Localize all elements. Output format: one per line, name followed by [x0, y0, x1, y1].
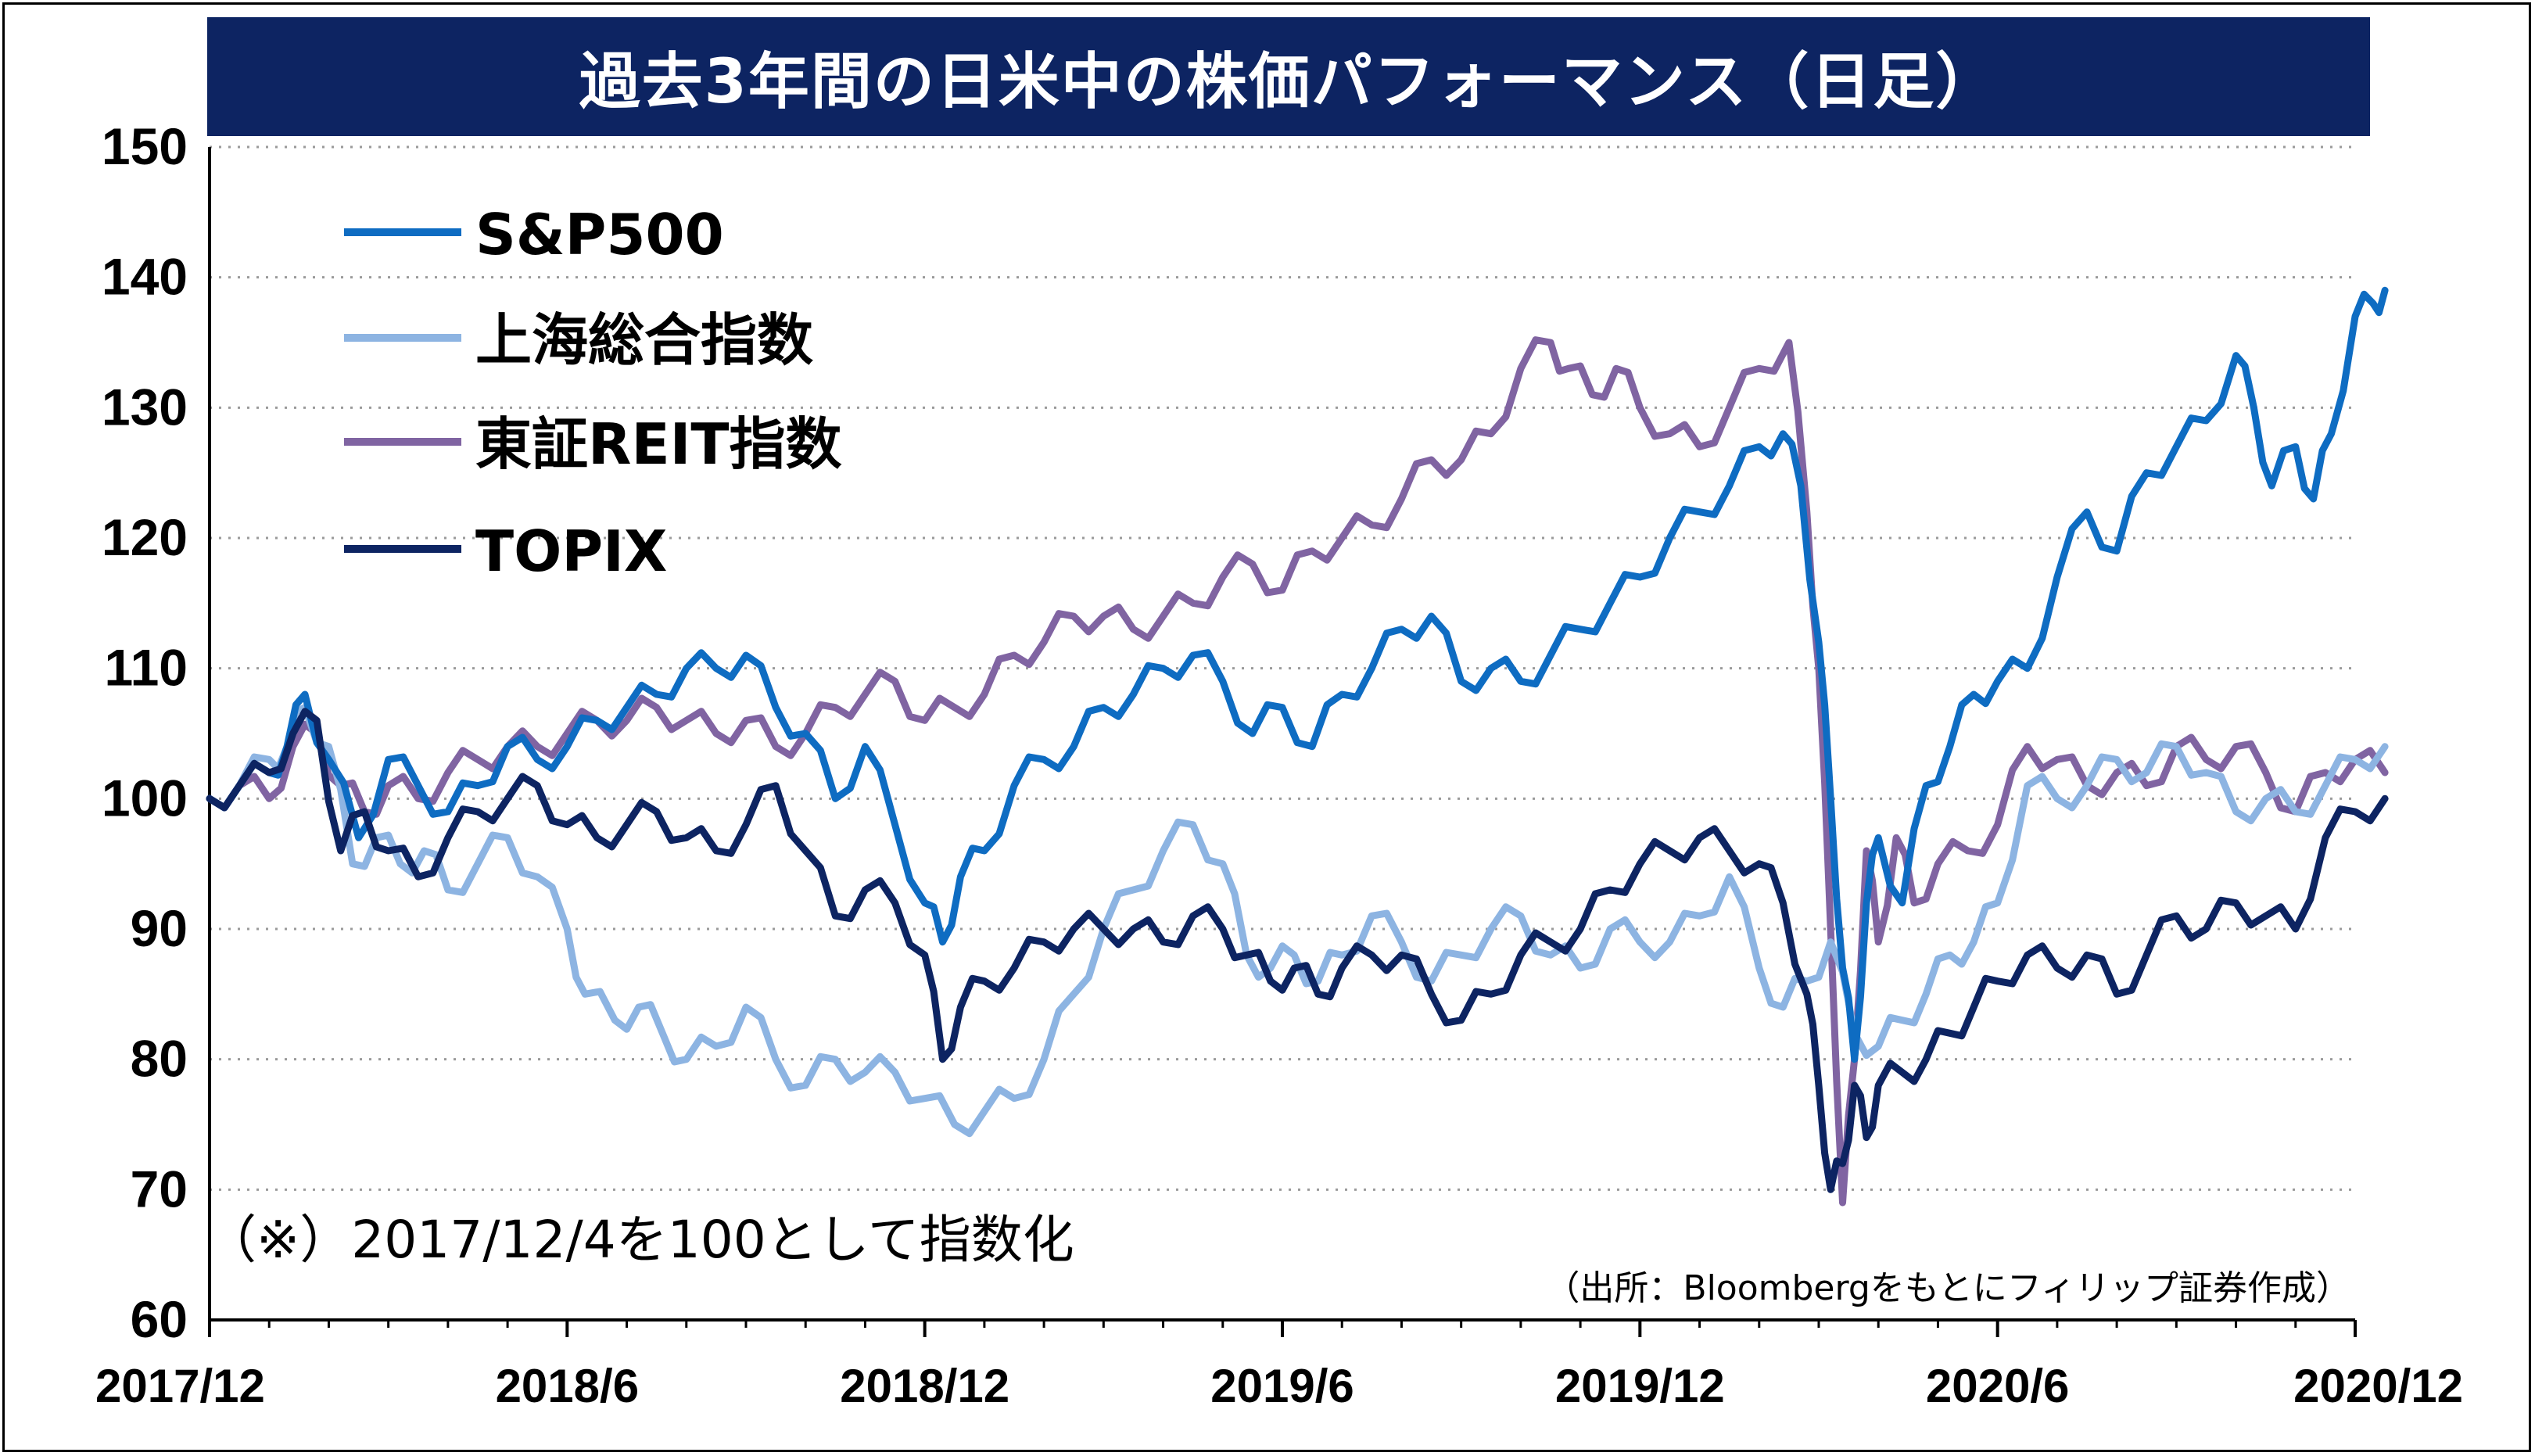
legend-label: TOPIX [475, 518, 667, 584]
y-tick-label: 120 [102, 508, 188, 566]
y-tick-labels: 60 70 80 90 100 110 120 130 140 150 [102, 117, 188, 1348]
gridlines [210, 145, 2355, 1191]
x-tick-label: 2017/12 [95, 1360, 265, 1412]
axes [208, 147, 2357, 1337]
y-tick-label: 80 [131, 1030, 188, 1088]
chart-title-bar: 過去3年間の日米中の株価パフォーマンス（日足） [207, 17, 2370, 136]
y-tick-label: 90 [131, 899, 188, 957]
y-tick-label: 150 [102, 117, 188, 175]
x-tick-label: 2020/6 [1926, 1360, 2070, 1412]
x-tick-label: 2020/12 [2293, 1360, 2463, 1412]
legend-label: 東証REIT指数 [475, 411, 842, 477]
legend-label: 上海総合指数 [475, 307, 813, 373]
y-tick-label: 110 [105, 639, 188, 697]
x-tick-label: 2018/12 [840, 1360, 1009, 1412]
chart-note: （※）2017/12/4を100として指数化 [205, 1210, 1074, 1270]
y-tick-label: 60 [131, 1290, 188, 1348]
series-line-0 [206, 286, 2389, 1063]
y-tick-label: 140 [102, 248, 188, 306]
series-lines [206, 286, 2389, 1207]
x-tick-labels: 2017/12 2018/6 2018/12 2019/6 2019/12 2020/6 2… [95, 1360, 2463, 1412]
y-tick-label: 100 [102, 769, 188, 827]
y-tick-label: 130 [102, 378, 188, 436]
x-tick-label: 2019/6 [1210, 1360, 1354, 1412]
chart-source: （出所：Bloombergをもとにフィリップ証券作成） [1545, 1268, 2350, 1308]
x-tick-label: 2018/6 [496, 1360, 640, 1412]
legend-label: S&P500 [475, 202, 724, 267]
x-tick-label: 2019/12 [1555, 1360, 1725, 1412]
series-line-3 [206, 708, 2389, 1193]
chart-title: 過去3年間の日米中の株価パフォーマンス（日足） [579, 47, 1999, 117]
series-line-1 [206, 704, 2389, 1138]
series-line-2 [206, 336, 2389, 1207]
y-tick-label: 70 [131, 1160, 188, 1218]
